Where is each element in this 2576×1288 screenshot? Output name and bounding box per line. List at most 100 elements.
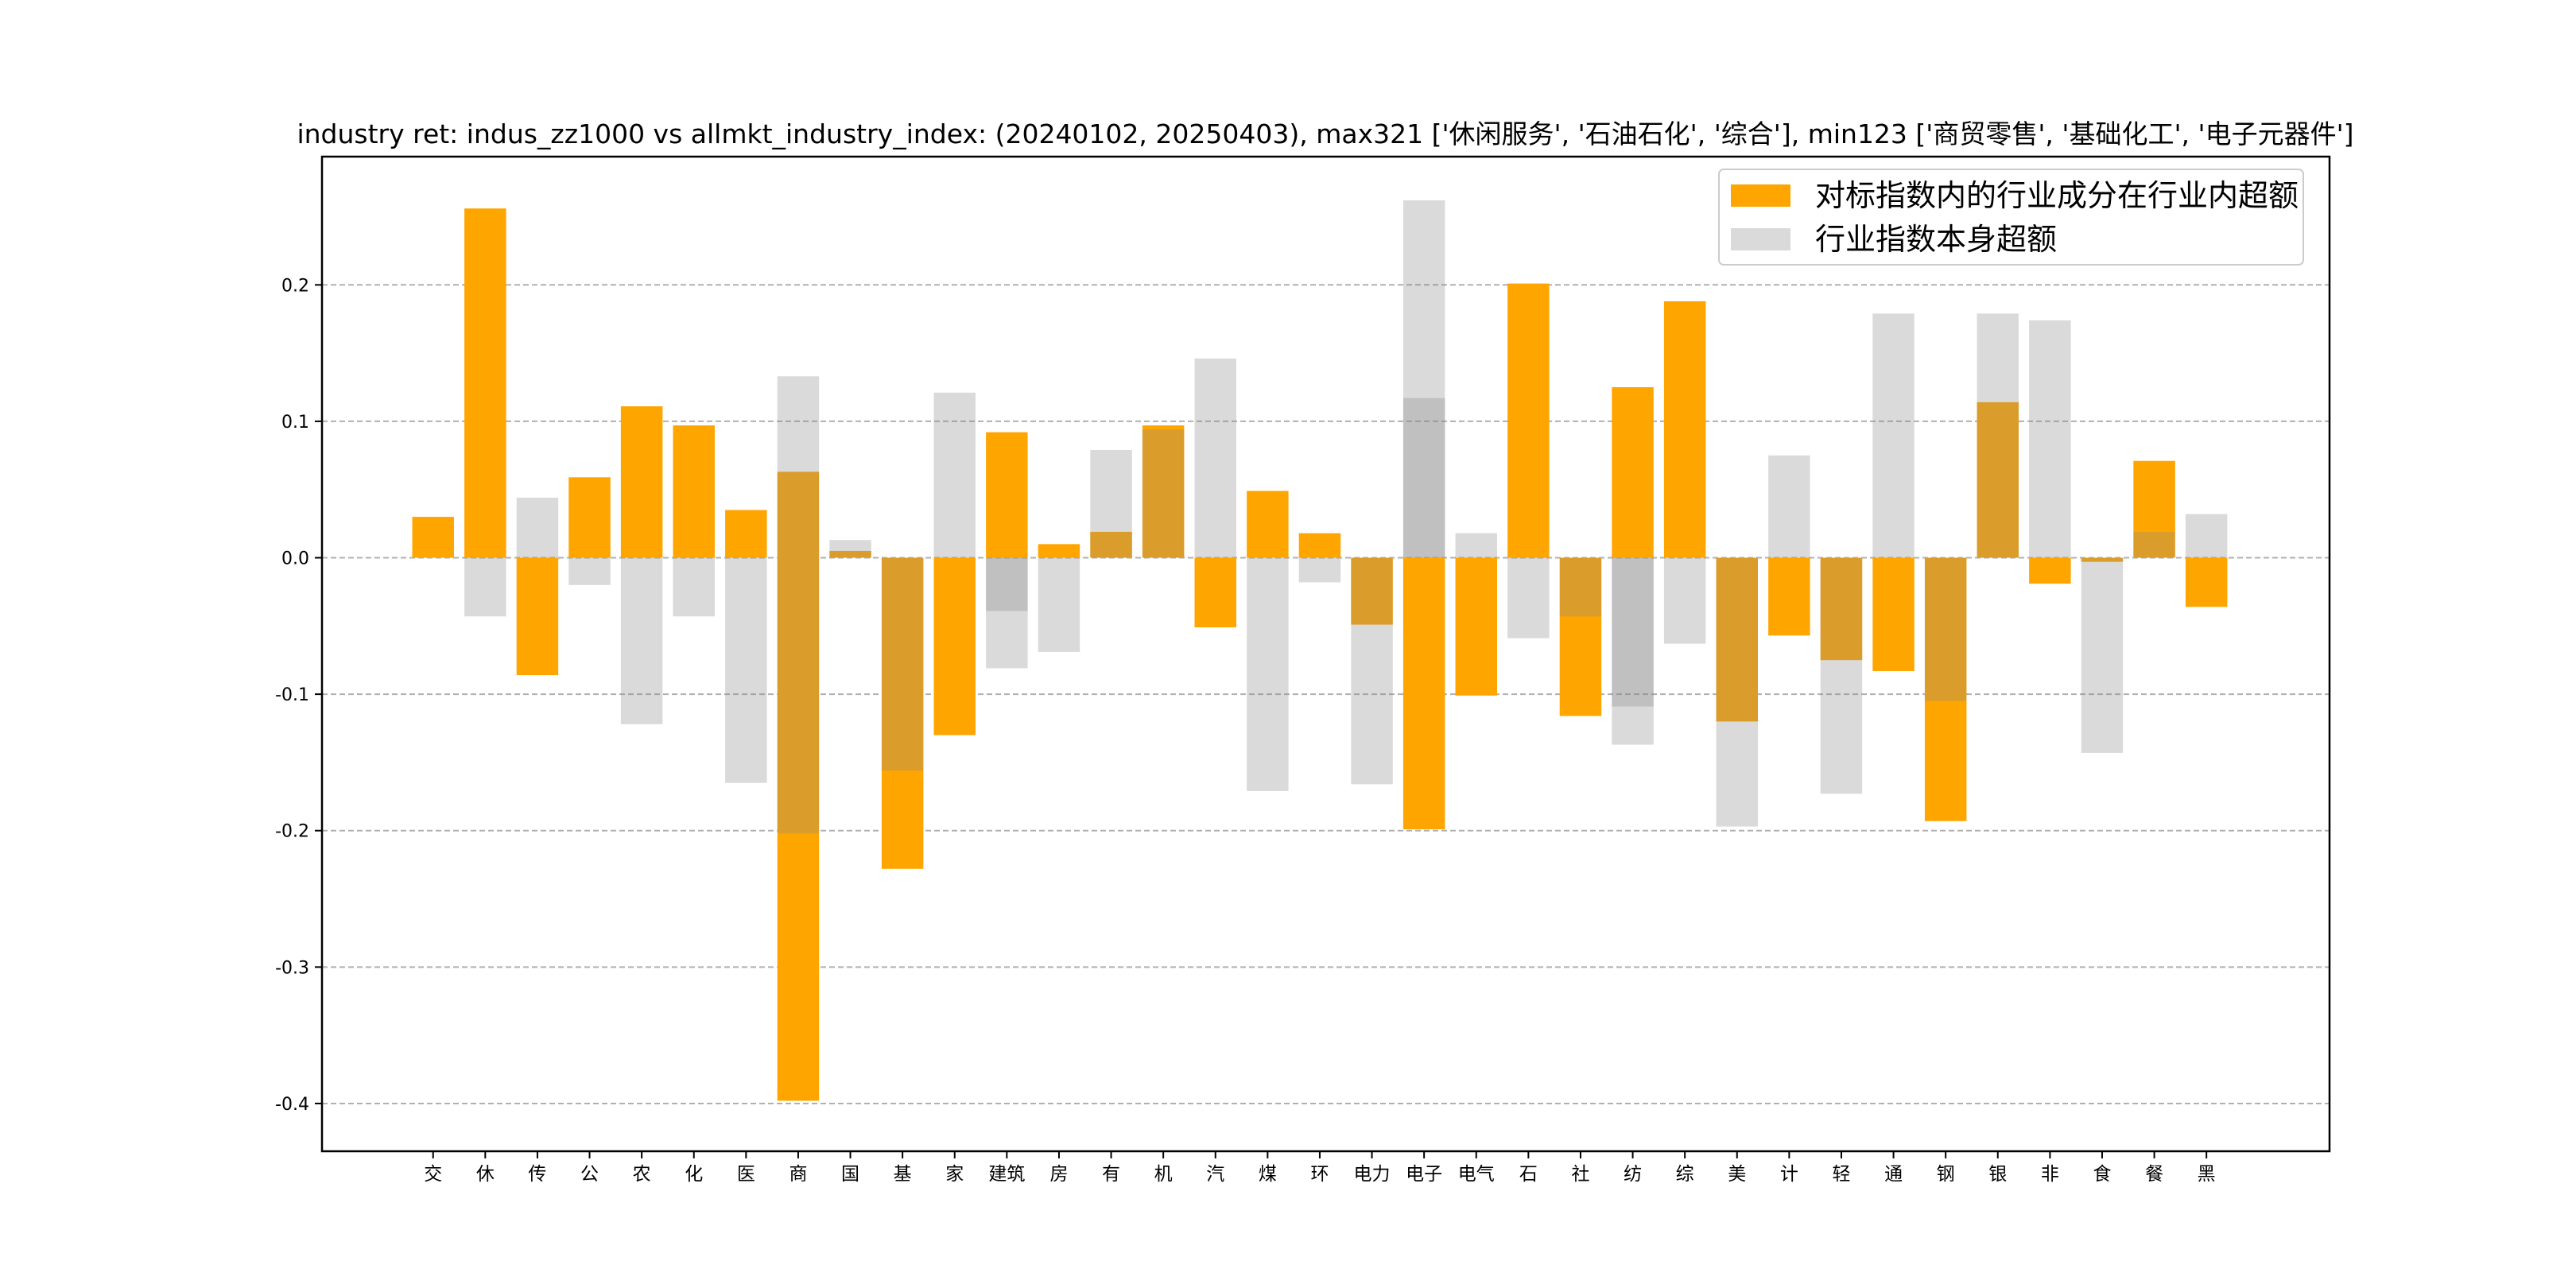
bar-constituent-excess [673,425,715,558]
bar-constituent-excess [829,550,871,558]
bar-constituent-excess [2081,557,2124,562]
legend-swatch-orange [1731,184,1790,207]
bar-index-excess [1768,455,1810,558]
x-tick-label: 国 [841,1164,859,1185]
bar-constituent-excess [2185,557,2228,607]
bar-constituent-excess [1402,557,1445,830]
bar-index-excess [2029,320,2071,558]
bar-index-excess [1507,557,1550,638]
bar-constituent-excess [1090,531,1132,558]
bar-index-excess [881,557,924,771]
bar-index-excess [1612,557,1654,745]
x-tick-label: 电力 [1354,1164,1391,1185]
y-tick-label: 0.2 [281,276,309,296]
bar-constituent-excess [986,432,1028,558]
x-tick-label: 综 [1676,1164,1694,1185]
bar-constituent-excess [2029,557,2071,584]
x-tick-label: 电气 [1458,1164,1495,1185]
x-tick-label: 公 [580,1164,599,1185]
bar-index-excess [933,392,976,558]
x-tick-label: 交 [424,1164,442,1185]
x-tick-label: 有 [1102,1164,1120,1185]
bar-constituent-excess [1663,301,1706,558]
bar-constituent-excess [1142,425,1185,558]
x-tick-label: 基 [894,1164,912,1185]
bar-index-excess [1298,557,1341,583]
bar-constituent-excess [1872,557,1915,671]
bar-constituent-excess [620,406,663,558]
bar-constituent-excess [464,208,506,558]
legend-swatch-gray [1731,228,1790,250]
bars [412,200,2228,1101]
x-tick-label: 环 [1310,1164,1329,1185]
x-tick-label: 休 [476,1164,495,1185]
x-tick-label: 家 [945,1164,964,1185]
x-tick-label: 农 [633,1164,651,1185]
bar-constituent-excess [516,557,559,676]
bar-constituent-excess [412,517,454,558]
bar-index-excess [1924,557,1967,701]
bar-index-excess [1663,557,1706,644]
bar-constituent-excess [933,557,976,735]
bar-index-excess [1194,358,1236,558]
x-tick-label: 非 [2041,1164,2059,1185]
x-tick-label: 商 [789,1164,807,1185]
bar-index-excess [986,557,1028,611]
bar-constituent-excess [1559,557,1602,716]
x-tick-label: 煤 [1259,1164,1277,1185]
x-tick-label: 石 [1519,1164,1538,1185]
bar-index-excess [1612,557,1654,707]
bar-constituent-excess [1820,557,1863,661]
bar-constituent-excess [881,557,924,869]
x-tick-label: 美 [1728,1164,1746,1185]
bar-index-excess [1038,557,1080,652]
bar-constituent-excess [1716,557,1759,722]
y-tick-label: -0.4 [275,1095,309,1115]
x-tick-label: 传 [528,1164,546,1185]
bar-constituent-excess [1298,533,1341,558]
bar-constituent-excess [1351,557,1393,625]
x-tick-label: 计 [1780,1164,1798,1185]
x-tick-label: 银 [1988,1164,2007,1185]
bar-index-excess [986,557,1028,669]
bar-constituent-excess [2133,460,2175,558]
bar-index-excess [2081,557,2124,753]
y-axis-ticks: -0.4 -0.3 -0.2 -0.1 0.0 0.1 0.2 [275,276,322,1115]
x-tick-label: 房 [1049,1164,1068,1185]
plot-frame [320,155,2331,1153]
x-tick-label: 社 [1571,1164,1589,1185]
bar-index-excess [1559,557,1602,617]
legend-label-orange: 对标指数内的行业成分在行业内超额 [1815,178,2299,213]
x-tick-label: 轻 [1832,1164,1850,1185]
bar-index-excess [1716,557,1759,827]
x-tick-label: 餐 [2145,1164,2163,1185]
y-tick-label: 0.1 [281,413,309,433]
bar-constituent-excess [1768,557,1810,636]
legend-frame [1718,169,2304,266]
bar-index-excess [516,498,559,558]
bar-constituent-excess [1455,557,1498,696]
y-tick-label: -0.2 [275,822,309,842]
bar-index-excess [777,376,820,834]
legend: 对标指数内的行业成分在行业内超额 行业指数本身超额 [1718,169,2304,266]
bar-index-excess [1402,200,1445,558]
bar-index-excess [2185,514,2228,558]
bar-index-excess [1455,533,1498,558]
bar-index-excess [725,557,767,783]
bar-constituent-excess [1038,544,1080,558]
bar-constituent-excess [1924,557,1967,821]
bar-index-excess [568,557,611,585]
bar-constituent-excess [1977,402,2019,558]
x-tick-label: 电子 [1406,1164,1442,1185]
bar-constituent-excess [1612,387,1654,558]
bar-index-excess [2133,531,2175,558]
x-tick-label: 纺 [1624,1164,1642,1185]
x-tick-label: 食 [2093,1164,2111,1185]
bar-index-excess [829,540,871,558]
bar-index-excess [1977,313,2019,558]
x-tick-label: 医 [737,1164,755,1185]
bar-index-excess [1872,313,1915,558]
x-tick-label: 黑 [2198,1164,2216,1185]
bar-index-excess [1090,449,1132,558]
bar-constituent-excess [1507,283,1550,558]
